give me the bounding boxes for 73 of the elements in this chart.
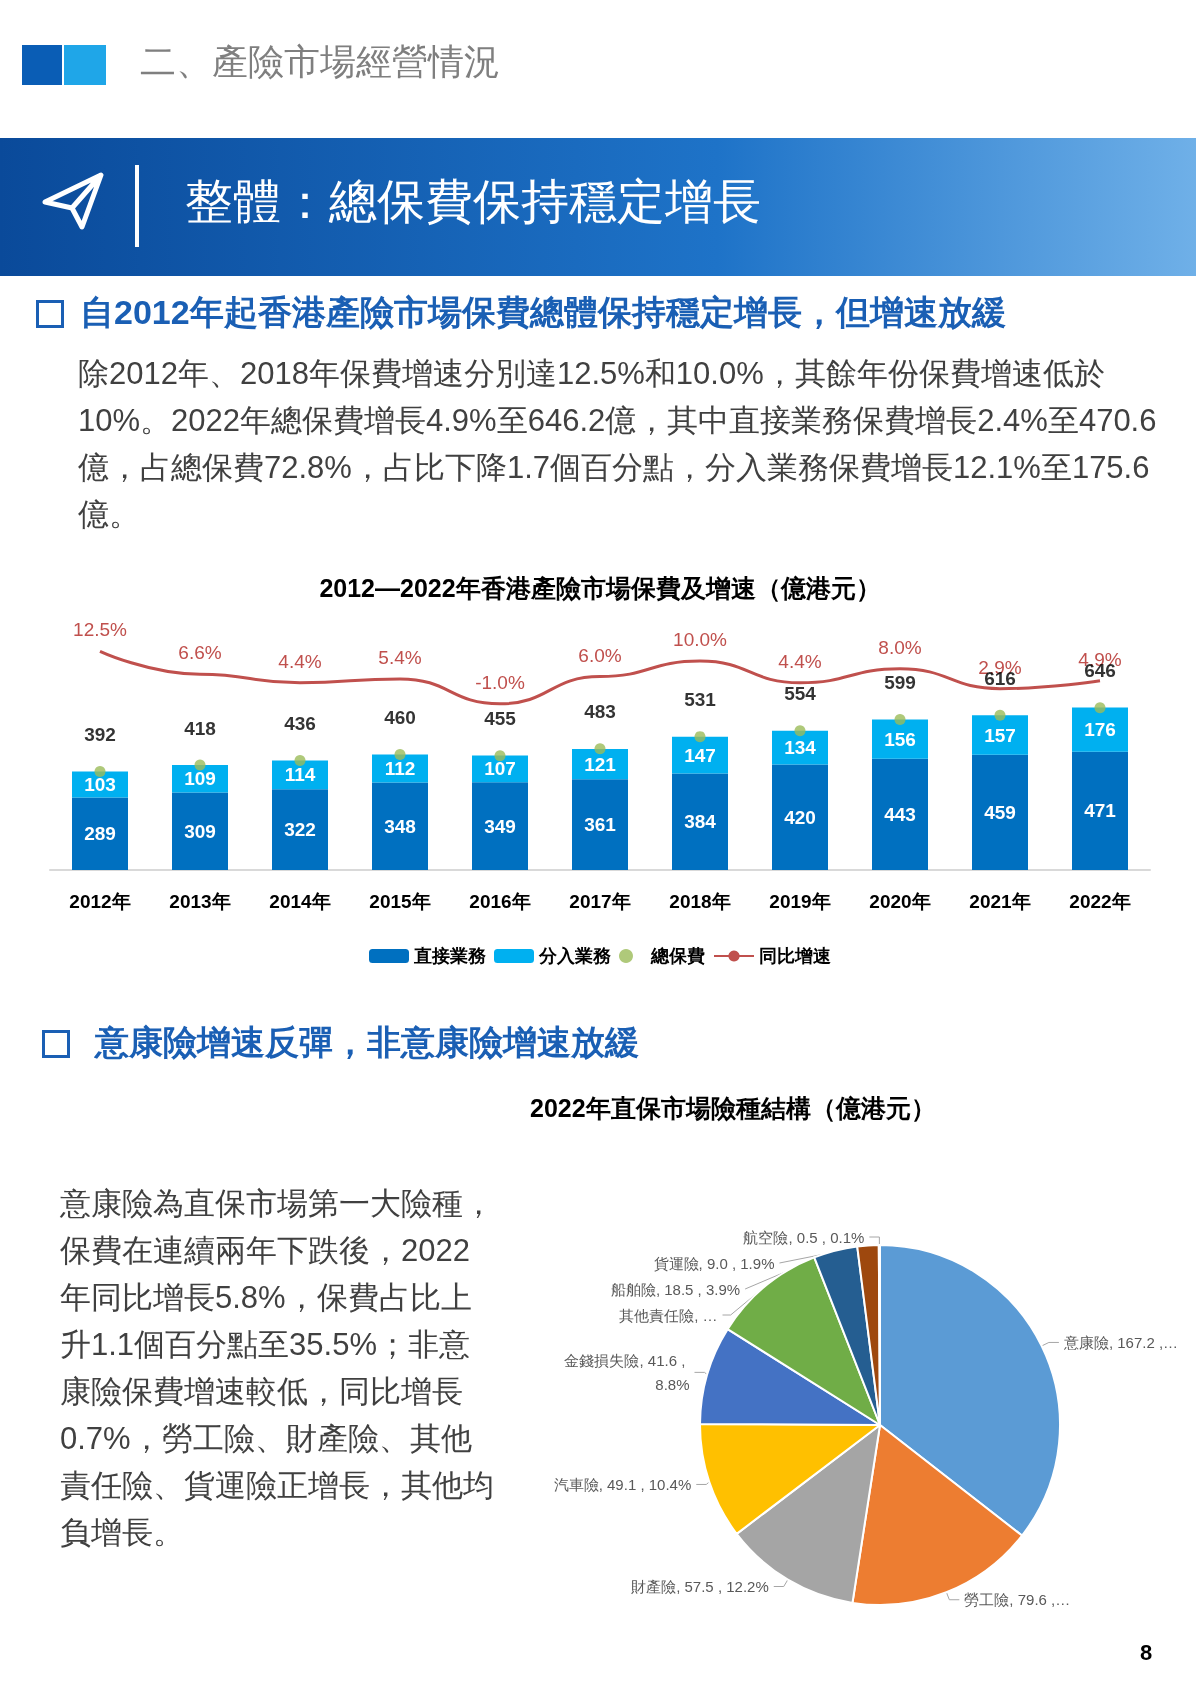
slice-label: 金錢損失險, 41.6 , 8.8% xyxy=(564,1351,690,1393)
text: 8 xyxy=(1140,1640,1153,1666)
slice-label: 其他責任險, … xyxy=(619,1306,718,1324)
data-label: 348 xyxy=(384,815,416,837)
legend-label: 同比增速 xyxy=(759,946,831,966)
chart-title: 2022年直保市場險種結構（億港元） xyxy=(530,1093,936,1122)
data-label: 114 xyxy=(284,764,316,786)
data-label: -1.0% xyxy=(475,671,525,693)
data-label: 459 xyxy=(984,801,1016,823)
legend-label: 分入業務 xyxy=(538,946,611,966)
x-tick-label: 2012年 xyxy=(69,891,131,912)
data-label: 103 xyxy=(84,773,116,795)
data-label: 112 xyxy=(384,758,416,780)
data-label: 134 xyxy=(784,737,817,759)
text: 二、產險市場經營情況 xyxy=(140,40,500,84)
data-label: 420 xyxy=(784,806,816,828)
data-label: 4.4% xyxy=(778,650,822,672)
data-label: 443 xyxy=(884,803,916,825)
data-label: 483 xyxy=(584,701,616,723)
x-tick-label: 2020年 xyxy=(869,891,931,912)
data-label: 107 xyxy=(484,758,516,780)
data-label: 6.6% xyxy=(178,642,222,664)
data-label: 147 xyxy=(684,744,716,766)
data-label: 554 xyxy=(784,683,817,705)
data-label: 109 xyxy=(184,768,216,790)
text: 意康險為直保市場第一大險種，保費在連續兩年下跌後，2022年同比增長5.8%，保費占比上升1.1個百分點至35.5%；非意康險保費增速較低，同比增長0.7%，勞工險、財產險、其他責任險、貨運險正增長，其他均負增長。 xyxy=(60,1185,495,1552)
slice-label: 汽車險, 49.1 , 10.4% xyxy=(553,1475,692,1493)
data-label: 455 xyxy=(484,708,517,730)
data-label: 361 xyxy=(584,814,617,836)
text: 意康險增速反彈，非意康險增速放緩 xyxy=(95,1022,639,1063)
data-label: 8.0% xyxy=(878,636,922,658)
data-label: 436 xyxy=(284,712,316,734)
data-label: 392 xyxy=(84,724,116,746)
data-label: 12.5% xyxy=(73,619,128,641)
data-label: 5.4% xyxy=(378,646,422,668)
data-label: 6.0% xyxy=(578,644,622,666)
slice-label: 航空險, 0.5 , 0.1% xyxy=(743,1228,865,1246)
data-label: 471 xyxy=(1084,800,1117,822)
x-tick-label: 2021年 xyxy=(969,891,1031,912)
x-tick-label: 2016年 xyxy=(469,891,531,912)
data-label: 531 xyxy=(684,689,717,711)
x-tick-label: 2014年 xyxy=(269,891,331,912)
data-label: 156 xyxy=(884,728,916,750)
text: 2012—2022年香港產險市場保費及增速（億港元） xyxy=(319,573,881,602)
data-label: 384 xyxy=(684,811,717,833)
x-tick-label: 2022年 xyxy=(1069,891,1131,912)
slice-label: 財產險, 57.5 , 12.2% xyxy=(631,1578,769,1595)
data-label: 10.0% xyxy=(673,629,728,651)
data-label: 460 xyxy=(384,706,416,728)
text: 除2012年、2018年保費增速分別達12.5%和10.0%，其餘年份保費增速低於10%。2022年總保費增長4.9%至646.2億，其中直接業務保費增長2.4%至470.6億，占總保費72.8%，占比下降1.7個百分點，分入業務保費增長12.1%至175.6億。 xyxy=(78,355,1158,534)
slice-label: 勞工險, 79.6 ,… xyxy=(964,1591,1071,1609)
data-label: 289 xyxy=(84,823,116,845)
text: 自2012年起香港產險市場保費總體保持穩定增長，但增速放緩 xyxy=(80,292,1006,333)
slice-label: 意康險, 167.2 ,… xyxy=(1062,1333,1179,1351)
data-label: 599 xyxy=(884,672,916,694)
data-label: 349 xyxy=(484,815,516,837)
slice-label: 貨運險, 9.0 , 1.9% xyxy=(653,1254,775,1272)
data-label: 157 xyxy=(984,724,1016,746)
data-label: 121 xyxy=(584,753,617,775)
slice-label: 船舶險, 18.5 , 3.9% xyxy=(610,1280,741,1298)
x-tick-label: 2018年 xyxy=(669,891,731,912)
x-tick-label: 2013年 xyxy=(169,891,231,912)
data-label: 309 xyxy=(184,820,216,842)
data-label: 4.4% xyxy=(278,650,322,672)
legend-label: 直接業務 xyxy=(413,946,486,966)
x-tick-label: 2019年 xyxy=(769,891,831,912)
data-label: 418 xyxy=(184,717,216,739)
x-tick-label: 2015年 xyxy=(369,891,431,912)
data-label: 322 xyxy=(284,819,316,841)
x-tick-label: 2017年 xyxy=(569,891,631,912)
data-label: 176 xyxy=(1084,719,1116,741)
legend-label: 總保費 xyxy=(650,946,705,966)
text: 整體：總保費保持穩定增長 xyxy=(185,174,761,230)
